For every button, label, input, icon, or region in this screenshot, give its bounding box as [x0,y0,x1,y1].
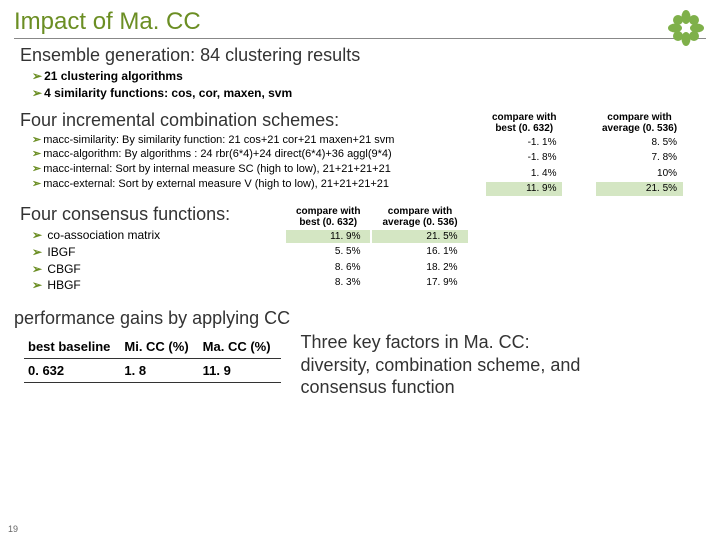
flower-logo [666,8,706,51]
performance-heading: performance gains by applying CC [14,308,706,329]
arrow-icon: ➢ [32,69,42,83]
schemes-list: ➢macc-similarity: By similarity function… [32,133,454,192]
page-title: Impact of Ma. CC [14,8,706,39]
key-factors-text: Three key factors in Ma. CC: diversity, … [301,331,631,399]
arrow-icon: ➢ [32,262,42,276]
perf-col: best baseline [24,335,120,359]
arrow-icon: ➢ [32,163,41,175]
consensus-item: co-association matrix [47,228,160,242]
scheme-text: macc-algorithm: By algorithms : 24 rbr(6… [43,148,392,160]
scheme-text: macc-internal: Sort by internal measure … [43,163,391,175]
arrow-icon: ➢ [32,228,42,242]
consensus-item: HBGF [47,278,80,292]
scheme-text: macc-similarity: By similarity function:… [43,134,394,146]
performance-table: best baseline Mi. CC (%) Ma. CC (%) 0. 6… [24,335,281,383]
arrow-icon: ➢ [32,278,42,292]
schemes-heading: Four incremental combination schemes: [20,110,454,131]
ensemble-heading: Ensemble generation: 84 clustering resul… [20,45,706,66]
bullet-text: 21 clustering algorithms [44,69,183,83]
consensus-heading: Four consensus functions: [20,204,274,225]
schemes-compare-best-table: compare withbest (0. 632) -1. 1% -1. 8% … [484,110,564,198]
arrow-icon: ➢ [32,134,41,146]
perf-cell: 1. 8 [120,359,198,383]
perf-col: Mi. CC (%) [120,335,198,359]
scheme-text: macc-external: Sort by external measure … [43,178,389,190]
ensemble-bullets: ➢21 clustering algorithms ➢4 similarity … [32,68,706,102]
schemes-compare-avg-table: compare withaverage (0. 536) 8. 5% 7. 8%… [594,110,685,198]
perf-col: Ma. CC (%) [199,335,281,359]
arrow-icon: ➢ [32,178,41,190]
arrow-icon: ➢ [32,148,41,160]
perf-cell: 11. 9 [199,359,281,383]
arrow-icon: ➢ [32,86,42,100]
consensus-list: ➢ co-association matrix ➢ IBGF ➢ CBGF ➢ … [32,227,274,294]
bullet-text: 4 similarity functions: cos, cor, maxen,… [44,86,292,100]
consensus-compare-table: compare withbest (0. 632) compare withav… [284,204,470,292]
consensus-item: IBGF [47,245,75,259]
page-number: 19 [8,524,18,534]
perf-cell: 0. 632 [24,359,120,383]
arrow-icon: ➢ [32,245,42,259]
consensus-item: CBGF [47,262,80,276]
